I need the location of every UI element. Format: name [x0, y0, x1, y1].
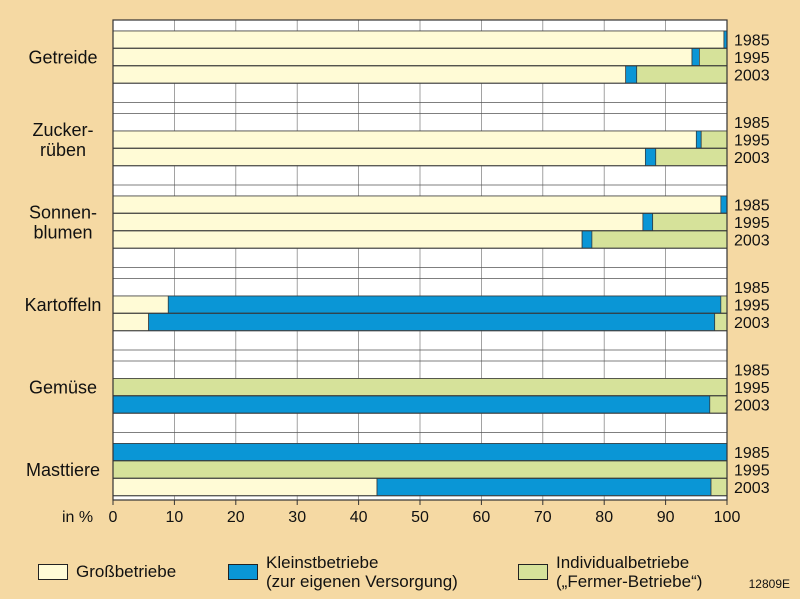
bar-individual: [652, 213, 728, 231]
year-label: 1985: [734, 33, 770, 50]
year-label: 2003: [734, 398, 770, 415]
year-label: 1995: [734, 298, 770, 315]
x-tick-label: 50: [411, 509, 429, 526]
bar-gross: [112, 195, 722, 214]
year-label: 1995: [734, 50, 770, 67]
bar-individual: [720, 295, 728, 314]
legend-label-kleinstbetriebe: Kleinstbetriebe (zur eigenen Versorgung): [266, 553, 458, 591]
legend-label-line: Individualbetriebe: [556, 553, 690, 572]
bar-individual: [699, 48, 728, 66]
x-tick-label: 80: [595, 509, 613, 526]
bar-klein: [625, 65, 638, 84]
bar-individual: [112, 378, 728, 396]
bar-individual: [112, 460, 728, 479]
bar-klein: [695, 130, 702, 149]
category-label: Kartoffeln: [25, 295, 102, 315]
bar-klein: [691, 48, 700, 66]
category-label: Getreide: [28, 47, 97, 67]
legend-label-line: Kleinstbetriebe: [266, 553, 379, 572]
x-tick-label: 30: [288, 509, 306, 526]
legend-label-line: Großbetriebe: [76, 562, 177, 581]
category-label: blumen: [33, 222, 92, 242]
category-label: Masttiere: [26, 460, 100, 480]
year-label: 2003: [734, 315, 770, 332]
bar-individual: [636, 65, 728, 84]
bar-gross: [112, 148, 646, 166]
legend-swatch-individualbetriebe: [518, 564, 548, 580]
bar-klein: [376, 478, 712, 496]
category-label: Sonnen-: [29, 202, 97, 222]
bar-individual: [709, 395, 728, 414]
year-label: 2003: [734, 480, 770, 497]
legend-swatch-kleinstbetriebe: [228, 564, 258, 580]
bar-individual: [591, 230, 728, 249]
legend-item-individualbetriebe: Individualbetriebe („Fermer-Betriebe“): [518, 553, 702, 591]
bar-individual: [714, 313, 728, 331]
legend-label-grossbetriebe: Großbetriebe: [76, 562, 176, 581]
bar-individual: [710, 478, 728, 496]
bar-klein: [112, 395, 711, 414]
legend-item-grossbetriebe: Großbetriebe: [38, 562, 176, 581]
year-label: 1985: [734, 280, 770, 297]
bar-individual: [655, 148, 728, 166]
category-label: Zucker-: [32, 120, 93, 140]
x-tick-label: 60: [473, 509, 491, 526]
bar-gross: [112, 478, 378, 496]
year-label: 1985: [734, 198, 770, 215]
grid: [173, 20, 666, 500]
x-tick-label: 90: [657, 509, 675, 526]
bar-klein: [167, 295, 722, 314]
bar-gross: [112, 30, 725, 49]
year-label: 2003: [734, 150, 770, 167]
x-tick-label: 70: [534, 509, 552, 526]
bars: [112, 30, 728, 496]
year-label: 1985: [734, 363, 770, 380]
year-label: 1995: [734, 380, 770, 397]
x-axis-unit: in %: [62, 509, 93, 526]
year-label: 1995: [734, 133, 770, 150]
year-label: 1985: [734, 445, 770, 462]
bar-klein: [644, 148, 657, 166]
category-label: rüben: [40, 140, 86, 160]
bar-klein: [642, 213, 654, 231]
year-label: 2003: [734, 68, 770, 85]
bar-gross: [112, 230, 583, 249]
legend-swatch-grossbetriebe: [38, 563, 68, 580]
bar-gross: [112, 130, 697, 149]
bar-gross: [112, 213, 644, 231]
legend-label-individualbetriebe: Individualbetriebe („Fermer-Betriebe“): [556, 553, 702, 591]
x-tick-label: 10: [166, 509, 184, 526]
bar-gross: [112, 48, 693, 66]
legend-label-line: (zur eigenen Versorgung): [266, 572, 458, 591]
x-tick-label: 20: [227, 509, 245, 526]
bar-individual: [700, 130, 728, 149]
year-label: 2003: [734, 233, 770, 250]
bar-klein: [112, 443, 728, 461]
figure-code: 12809E: [748, 577, 790, 591]
year-label: 1995: [734, 215, 770, 232]
bar-gross: [112, 295, 169, 314]
year-label: 1985: [734, 115, 770, 132]
x-tick-label: 40: [350, 509, 368, 526]
x-tick-label: 100: [714, 509, 741, 526]
x-tick-label: 0: [109, 509, 118, 526]
year-label: 1995: [734, 463, 770, 480]
bar-gross: [112, 65, 627, 84]
bar-klein: [148, 313, 716, 331]
legend-item-kleinstbetriebe: Kleinstbetriebe (zur eigenen Versorgung): [228, 553, 458, 591]
bar-klein: [720, 195, 728, 214]
category-label: Gemüse: [29, 377, 97, 397]
labels: 198519952003Getreide198519952003Zucker-r…: [25, 33, 770, 498]
bar-gross: [112, 313, 149, 331]
x-axis: 0 10 20 30 40 50 60 70 80 90 100 in %: [62, 500, 740, 526]
bar-klein: [581, 230, 593, 249]
legend-label-line: („Fermer-Betriebe“): [556, 572, 703, 591]
